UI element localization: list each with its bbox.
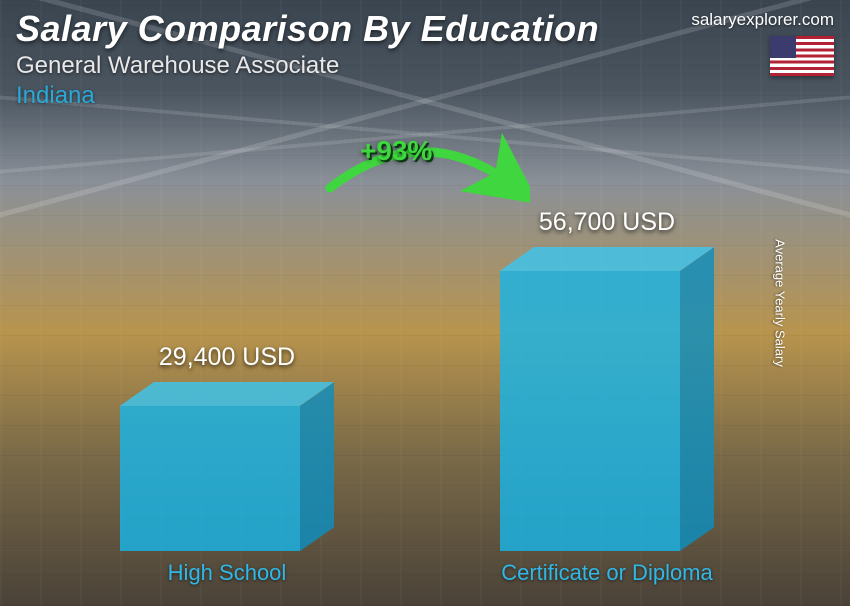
brand-block: salaryexplorer.com: [691, 10, 834, 76]
bar-group: 56,700 USDCertificate or Diploma: [500, 236, 714, 586]
bar-3d: [500, 237, 714, 551]
bar-category-label: High School: [107, 560, 347, 586]
bar-category-label: Certificate or Diploma: [487, 560, 727, 586]
bar-value-label: 56,700 USD: [500, 208, 714, 237]
bar-front-face: [120, 406, 300, 551]
bar-top-face: [120, 382, 334, 406]
bar-3d: [120, 372, 334, 551]
bar-chart: 29,400 USDHigh School56,700 USDCertifica…: [0, 156, 850, 586]
percent-increase-label: +93%: [360, 135, 432, 167]
us-flag-icon: [770, 36, 834, 76]
location: Indiana: [16, 82, 834, 110]
bar-side-face: [300, 382, 334, 551]
bar-side-face: [680, 247, 714, 551]
bar-top-face: [500, 247, 714, 271]
content-layer: Salary Comparison By Education General W…: [0, 0, 850, 606]
brand-text: salaryexplorer.com: [691, 10, 834, 30]
bar-value-label: 29,400 USD: [120, 343, 334, 372]
bar-group: 29,400 USDHigh School: [120, 371, 334, 586]
bar-front-face: [500, 271, 680, 551]
